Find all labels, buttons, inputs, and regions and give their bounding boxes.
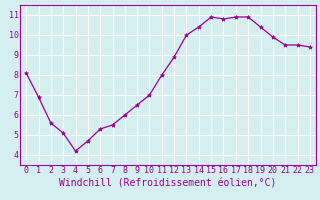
X-axis label: Windchill (Refroidissement éolien,°C): Windchill (Refroidissement éolien,°C) [59,178,277,188]
